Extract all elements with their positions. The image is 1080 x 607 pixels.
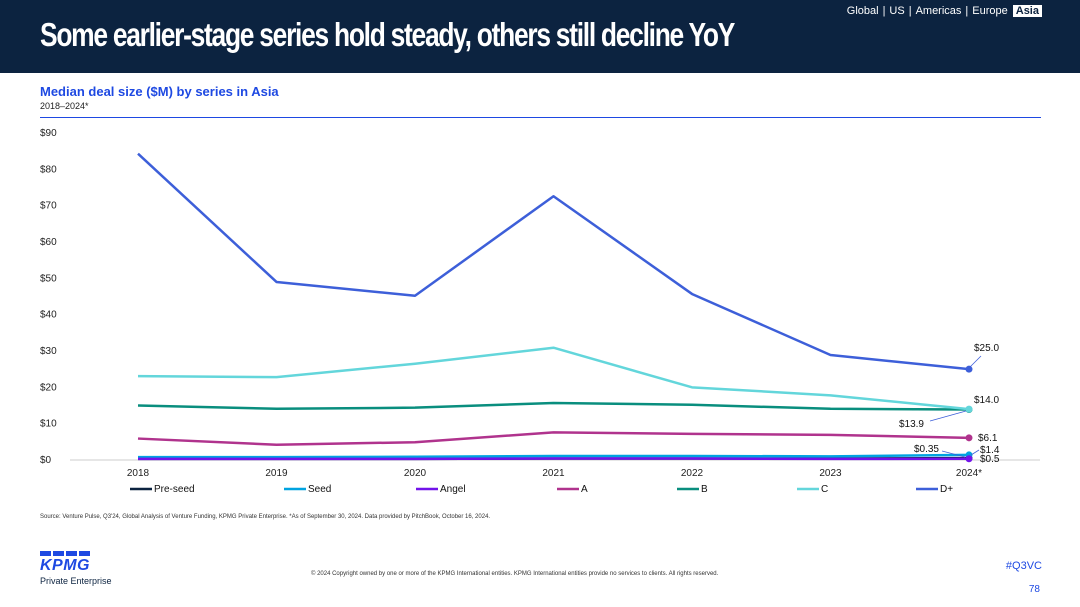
endpoint-marker [965, 405, 973, 413]
kpmg-logo-bars [40, 551, 112, 556]
x-tick-label: 2019 [265, 468, 288, 479]
y-tick-label: $90 [40, 128, 57, 139]
region-separator: | [908, 5, 912, 17]
x-tick-label: 2023 [819, 468, 842, 479]
annotation-leader [941, 450, 966, 458]
chart-title: Median deal size ($M) by series in Asia [40, 84, 279, 99]
copyright-text: © 2024 Copyright owned by one or more of… [311, 571, 719, 577]
x-tick-label: 2018 [127, 468, 150, 479]
data-label-pre-seed: $0.5 [980, 454, 1000, 465]
chart-title-rule [40, 117, 1041, 118]
data-label-b: $13.9 [899, 419, 924, 430]
region-link-europe[interactable]: Europe [972, 5, 1008, 17]
y-tick-label: $0 [40, 455, 52, 466]
legend-label: D+ [940, 484, 953, 495]
endpoint-marker [965, 365, 973, 373]
y-tick-label: $80 [40, 164, 57, 175]
page-title: Some earlier-stage series hold steady, o… [40, 16, 735, 53]
logo-text: KPMG [40, 557, 90, 574]
annotation-leader [970, 449, 980, 456]
page-number: 78 [1028, 584, 1040, 595]
legend-label: C [821, 484, 828, 495]
source-note: Source: Venture Pulse, Q3'24, Global Ana… [40, 514, 491, 520]
region-nav: Global | US | Americas | Europe Asia [845, 5, 1042, 17]
series-line-b [137, 401, 970, 411]
line-chart: $0 $10 $20 $30 $40 $50 $60 $70 $80 $90 2018 2019 202… [40, 128, 1040, 495]
series-line-a [137, 431, 970, 446]
y-tick-label: $20 [40, 382, 57, 393]
region-separator: | [882, 5, 886, 17]
data-label-d-: $25.0 [974, 343, 999, 354]
legend-label: Angel [440, 484, 466, 495]
data-label-angel: $0.35 [914, 444, 939, 455]
endpoint-marker [965, 434, 973, 442]
logo-subtext: Private Enterprise [40, 576, 112, 586]
y-tick-label: $30 [40, 346, 57, 357]
x-tick-label: 2024* [956, 468, 982, 479]
region-link-us[interactable]: US [889, 5, 905, 17]
x-tick-label: 2021 [542, 468, 565, 479]
annotation-leader [929, 410, 967, 422]
hashtag: #Q3VC [1005, 560, 1042, 572]
data-label-a: $6.1 [978, 433, 998, 444]
region-link-americas[interactable]: Americas [915, 5, 962, 17]
annotation-leader [968, 355, 982, 369]
region-separator: | [965, 5, 969, 17]
y-tick-label: $10 [40, 419, 57, 430]
legend-label: B [701, 484, 708, 495]
data-label-seed: $1.4 [980, 445, 1000, 456]
legend-label: Pre-seed [154, 484, 195, 495]
data-label-c: $14.0 [974, 395, 999, 406]
y-tick-label: $50 [40, 273, 57, 284]
chart-subtitle: 2018–2024* [40, 101, 89, 111]
y-tick-label: $70 [40, 201, 57, 212]
series-line-d- [137, 152, 970, 371]
y-tick-label: $60 [40, 237, 57, 248]
x-tick-label: 2020 [404, 468, 427, 479]
region-link-global[interactable]: Global [846, 5, 879, 17]
region-link-asia-active[interactable]: Asia [1012, 5, 1042, 17]
endpoint-marker [965, 455, 973, 463]
y-tick-label: $40 [40, 310, 57, 321]
series-line-seed [138, 453, 970, 459]
legend-label: A [581, 484, 588, 495]
header-bar: Some earlier-stage series hold steady, o… [0, 0, 1080, 73]
legend-label: Seed [308, 484, 331, 495]
kpmg-logo: KPMG Private Enterprise [40, 551, 112, 586]
series-line-c [137, 346, 970, 411]
x-tick-label: 2022 [681, 468, 704, 479]
